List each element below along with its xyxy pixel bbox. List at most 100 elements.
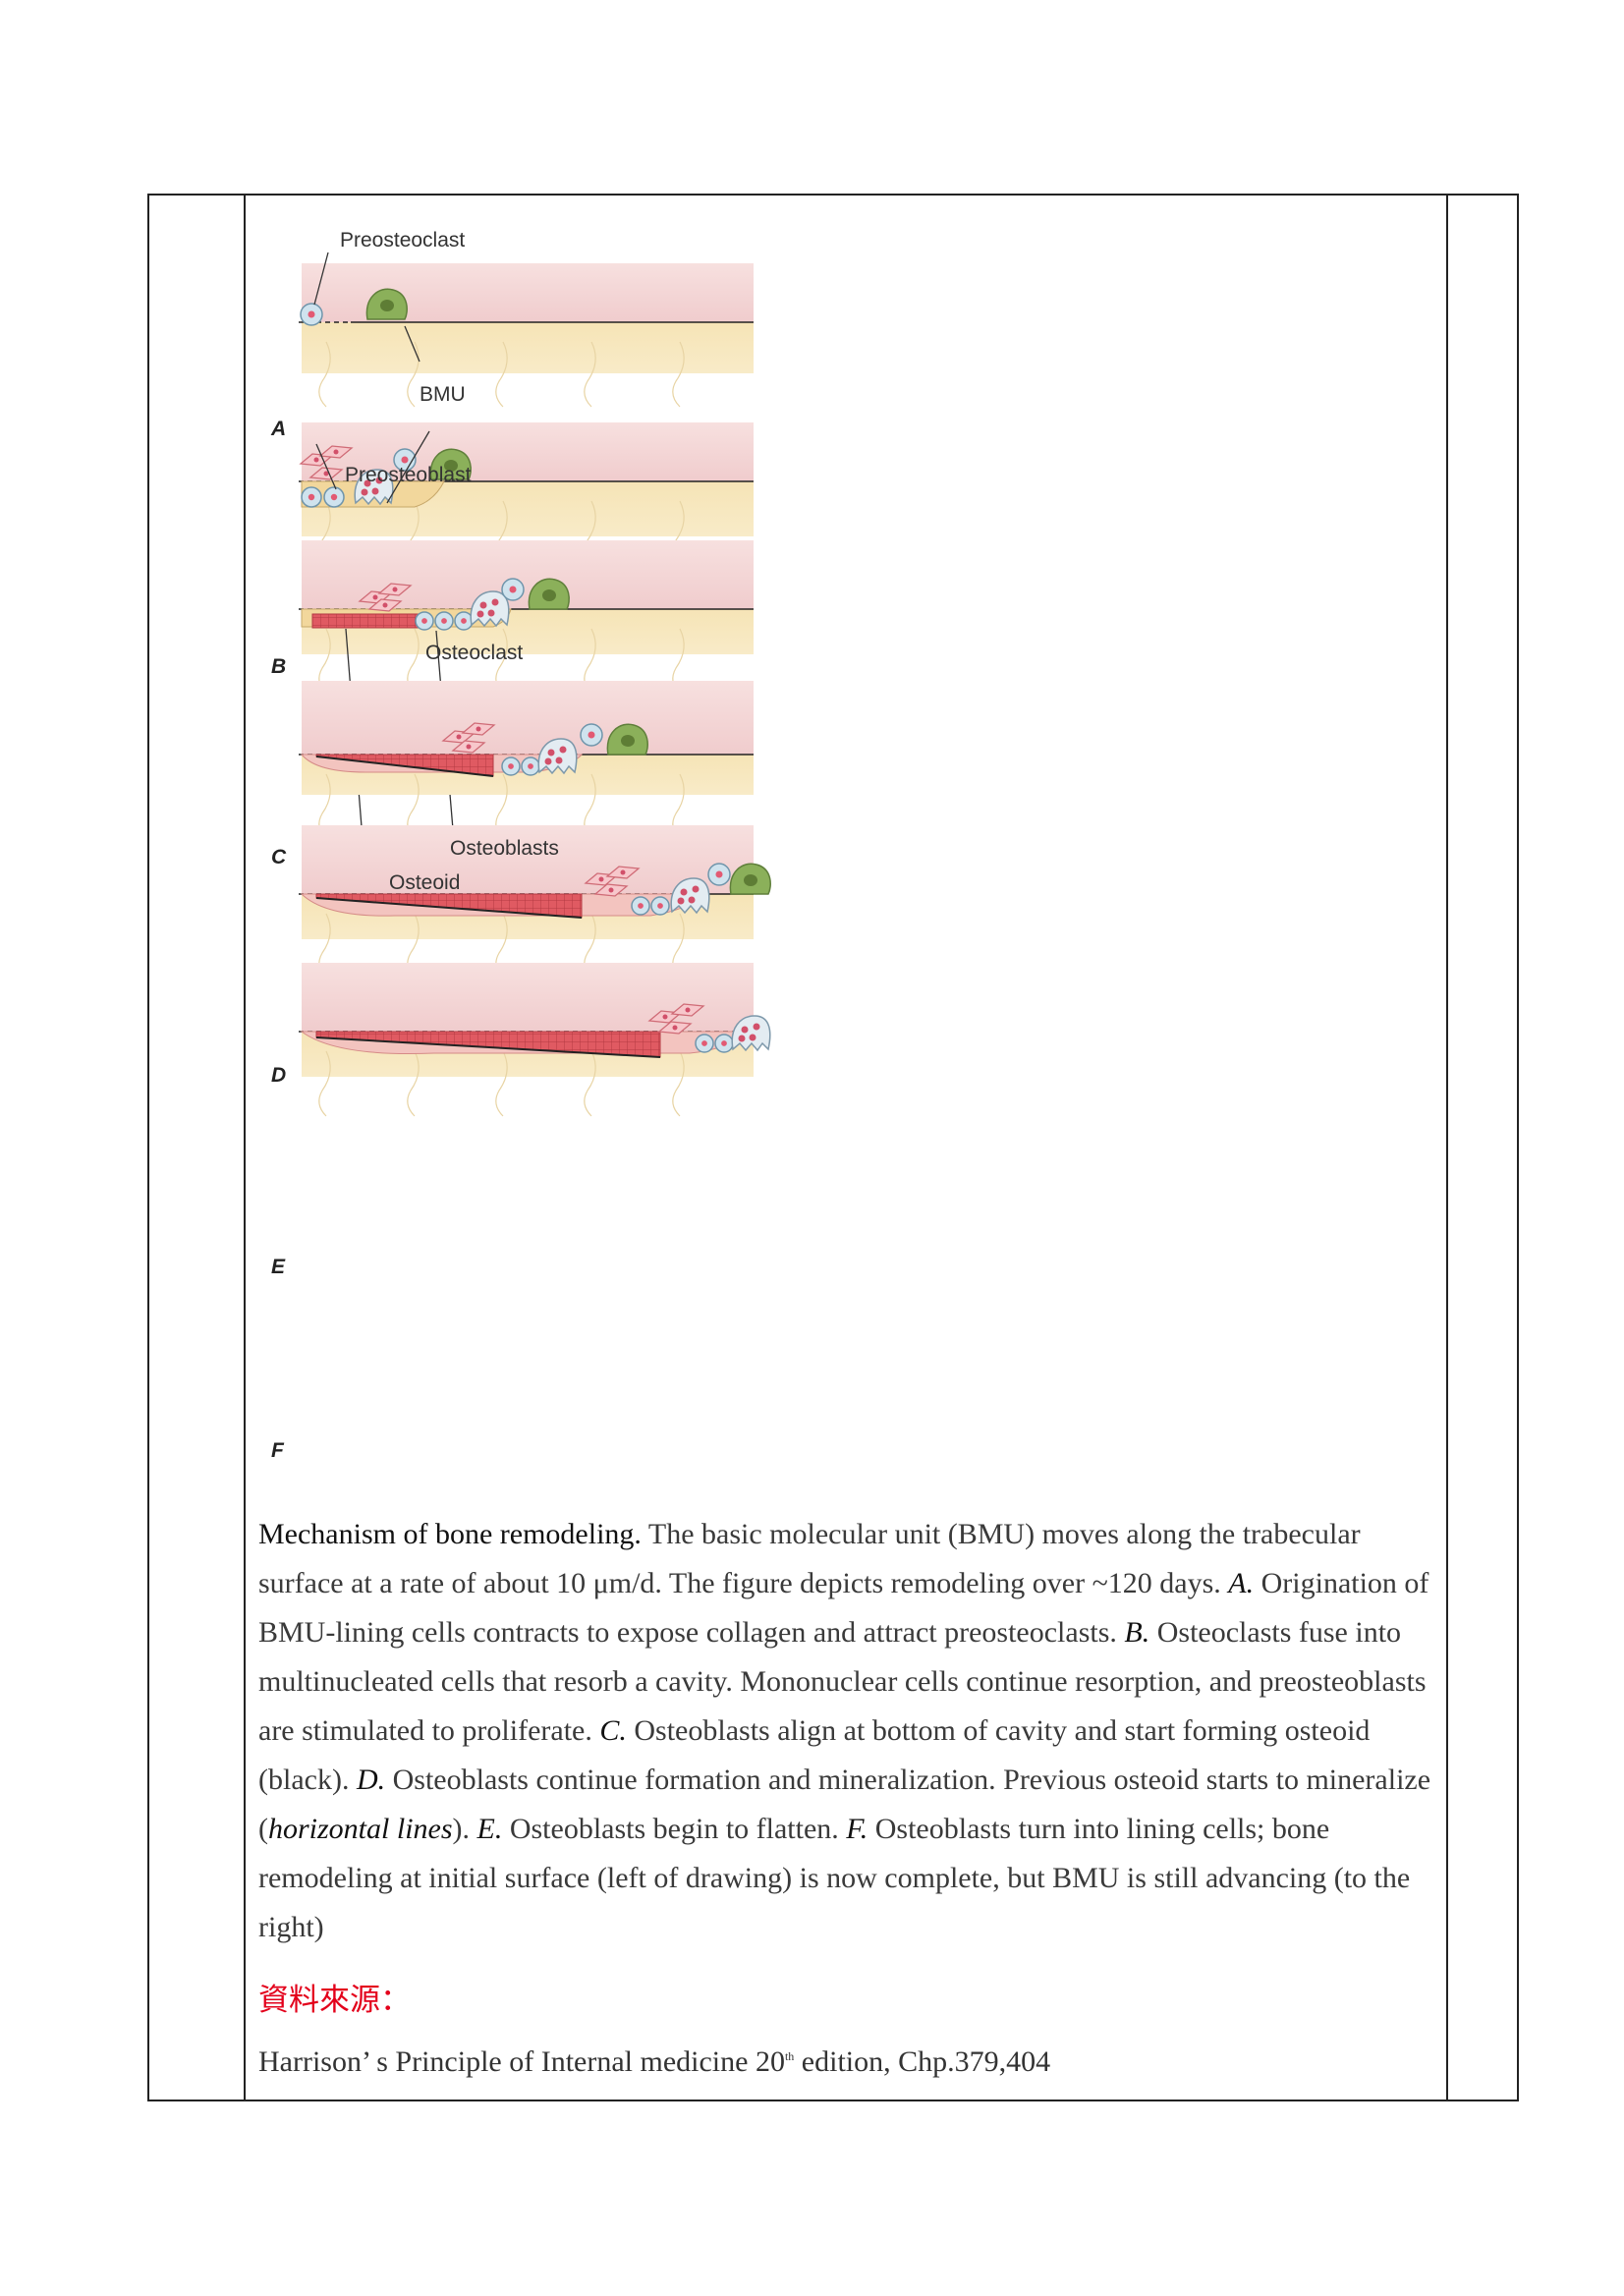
mononuclear-nucleus (330, 493, 338, 501)
caption-mu: μ (592, 1567, 609, 1599)
osteoid-layer (311, 613, 429, 629)
osteoclast-nucleus (547, 749, 555, 756)
mononuclear-nucleus (638, 903, 644, 909)
bone-texture-line (495, 341, 508, 408)
mononuclear-nucleus (308, 310, 315, 318)
caption-text: Osteoblasts continue formation and miner… (258, 1764, 1431, 1845)
osteoclast-nucleus (476, 610, 484, 618)
osteoclast-nucleus (692, 885, 700, 893)
osteoclast-nucleus (738, 1035, 746, 1042)
mononuclear-nucleus (441, 618, 447, 624)
caption-text: The basic molecular unit (BMU) moves alo… (258, 1518, 1361, 1599)
bone-texture-line (672, 341, 685, 408)
caption-lead: Mechanism of bone remodeling. (258, 1518, 642, 1550)
preosteoblast-nucleus (466, 744, 472, 750)
table-column-divider (244, 196, 246, 2100)
osteoclast-nucleus (491, 598, 499, 606)
mononuclear-nucleus (508, 763, 514, 769)
bone-texture-line (407, 1050, 420, 1117)
caption-italic-term: horizontal lines (268, 1813, 453, 1845)
caption-step-b: B. (1124, 1616, 1150, 1649)
marrow-region (302, 963, 754, 1032)
table-column-divider (1446, 196, 1448, 2100)
bmu-nucleus (744, 874, 757, 886)
bone-texture-line (318, 341, 331, 408)
bone-remodeling-figure: Preosteoclast BMU A Preosteoblast Osteoc… (257, 216, 1004, 1484)
osteoclast-nucleus (680, 888, 688, 896)
mononuclear-nucleus (588, 731, 595, 739)
source-citation: Harrison’ s Principle of Internal medici… (258, 2045, 1050, 2079)
bmu-nucleus (380, 300, 394, 311)
panel-letter-e: E (271, 1256, 286, 1278)
preosteoblast-nucleus (382, 602, 388, 608)
preosteoblast-nucleus (313, 457, 319, 463)
cement-line (315, 756, 494, 777)
preosteoblast-nucleus (456, 734, 462, 740)
panel-letter-f: F (271, 1439, 284, 1462)
osteoclast-nucleus (371, 487, 379, 495)
document-table (147, 194, 1519, 2101)
label-osteoclast: Osteoclast (425, 642, 524, 664)
caption-step-a: A. (1228, 1567, 1255, 1599)
panel-letter-a: A (271, 418, 287, 440)
marrow-region (302, 681, 754, 755)
bone-texture-line (672, 1050, 685, 1117)
caption-step-f: F. (846, 1813, 868, 1845)
caption-text: ). (452, 1813, 477, 1845)
preosteoblast-nucleus (662, 1014, 668, 1020)
bone-texture-line (584, 1050, 596, 1117)
cement-line (315, 1036, 661, 1058)
mononuclear-nucleus (401, 456, 409, 464)
bmu-nucleus (621, 735, 635, 747)
label-leader-line (386, 430, 430, 504)
osteoclast-nucleus (749, 1034, 756, 1041)
mononuclear-nucleus (509, 586, 517, 593)
osteoclast-nucleus (375, 476, 383, 484)
osteoclast-nucleus (479, 601, 487, 609)
source-text: edition, Chp.379,404 (794, 2045, 1051, 2078)
label-osteoid: Osteoid (389, 871, 461, 894)
mononuclear-nucleus (701, 1040, 707, 1046)
preosteoblast-nucleus (685, 1007, 691, 1013)
source-text: Harrison’ s Principle of Internal medici… (258, 2045, 785, 2078)
panel-letter-c: C (271, 846, 287, 868)
caption-step-c: C. (599, 1714, 627, 1747)
osteoclast-nucleus (544, 757, 552, 765)
osteoclast-nucleus (361, 488, 368, 496)
bone-remodeling-diagram (299, 252, 771, 1117)
marrow-region (302, 825, 754, 894)
preosteoblast-nucleus (392, 587, 398, 592)
bmu-nucleus (444, 460, 458, 472)
mononuclear-nucleus (657, 903, 663, 909)
mononuclear-nucleus (308, 493, 315, 501)
panel-letter-b: B (271, 655, 287, 678)
mononuclear-nucleus (421, 618, 427, 624)
label-leader-line (315, 443, 337, 490)
caption-text: m/d. The figure depicts remodeling over … (608, 1567, 1229, 1599)
caption-text: Osteoblasts begin to flatten. (502, 1813, 847, 1845)
bone-texture-line (407, 341, 420, 408)
preosteoblast-nucleus (372, 594, 378, 600)
preosteoblast-nucleus (333, 449, 339, 455)
mononuclear-nucleus (715, 870, 723, 878)
osteoclast-nucleus (559, 746, 567, 754)
osteoclast-nucleus (677, 897, 685, 905)
osteoclast-nucleus (487, 609, 495, 617)
source-superscript: th (784, 2049, 795, 2063)
label-leader-line (404, 325, 420, 363)
source-label: 資料來源： (258, 1983, 411, 2018)
preosteoblast-nucleus (476, 726, 481, 732)
cement-line (315, 897, 583, 919)
panel-letter-d: D (271, 1064, 287, 1087)
label-bmu: BMU (420, 383, 466, 406)
preosteoblast-nucleus (672, 1025, 678, 1031)
osteoclast-nucleus (688, 896, 696, 904)
figure-caption: Mechanism of bone remodeling. The basic … (258, 1510, 1437, 1952)
caption-text: Origination of BMU-lining cells contract… (258, 1567, 1429, 1649)
osteoclast-nucleus (741, 1026, 749, 1034)
caption-step-e: E. (476, 1813, 503, 1845)
bone-texture-line (584, 341, 596, 408)
bone-texture-line (318, 1050, 331, 1117)
bmu-nucleus (542, 589, 556, 601)
preosteoblast-nucleus (598, 876, 604, 882)
